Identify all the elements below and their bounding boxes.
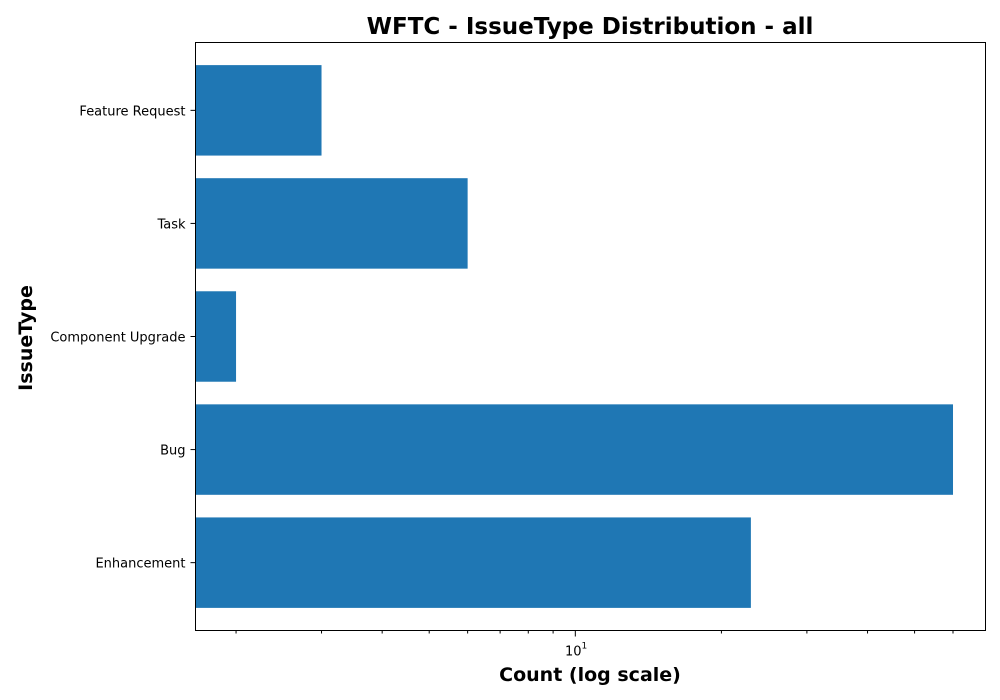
y-tick-label-bug: Bug: [160, 444, 185, 459]
y-tick-label-enhancement: Enhancement: [95, 557, 185, 572]
x-ticks: 10 1: [235, 630, 954, 660]
bar-task: [195, 178, 468, 269]
y-tick-label-feature-request: Feature Request: [79, 104, 185, 119]
bars-layer: [195, 65, 954, 608]
y-axis-label: IssueType: [15, 285, 37, 391]
y-tick-label-task: Task: [156, 217, 186, 232]
bar-bug: [195, 404, 954, 495]
chart-title: WFTC - IssueType Distribution - all: [367, 14, 814, 40]
y-ticks: Feature Request Task Component Upgrade Bug E…: [50, 104, 196, 572]
x-axis-label: Count (log scale): [499, 664, 681, 686]
bar-feature-request: [195, 65, 322, 156]
bar-component-upgrade: [195, 291, 237, 382]
x-tick-label-exponent: 1: [581, 642, 587, 652]
y-tick-label-component-upgrade: Component Upgrade: [50, 331, 185, 346]
x-tick-label: 10: [565, 645, 582, 660]
bar-enhancement: [195, 517, 751, 608]
